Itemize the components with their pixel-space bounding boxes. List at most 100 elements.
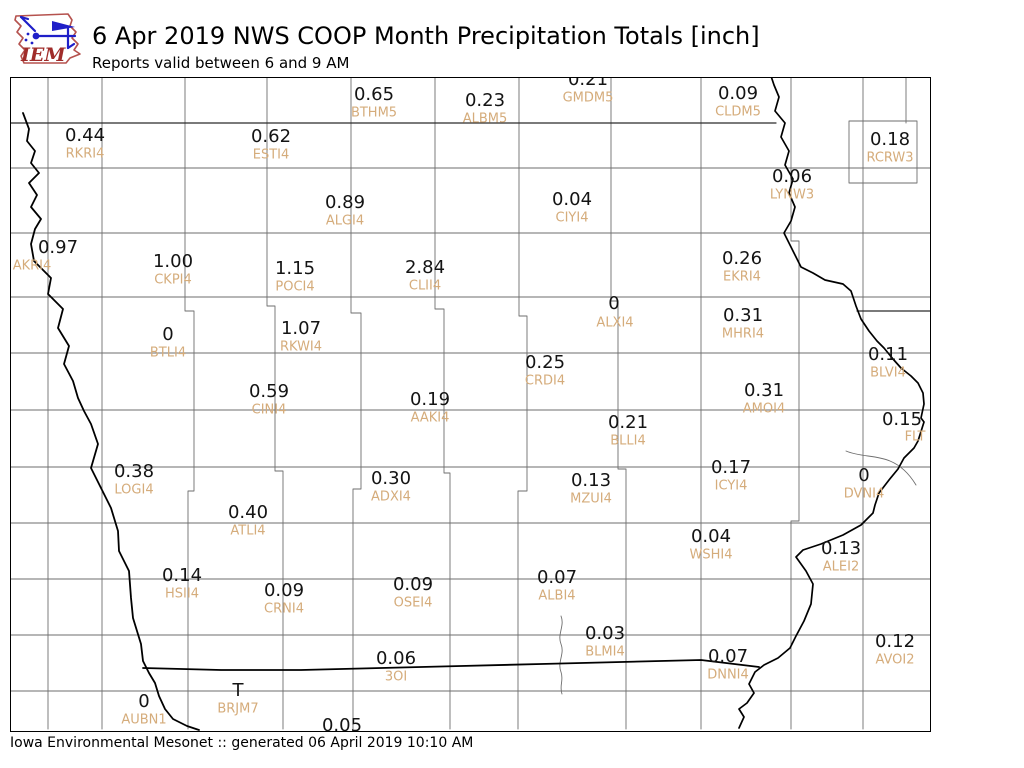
precip-value: 0.21 xyxy=(607,412,649,433)
station-id: BLVI4 xyxy=(870,365,906,381)
station-id: DVNI4 xyxy=(843,486,885,502)
station-id: BTHM5 xyxy=(350,105,398,121)
station-id: HSII4 xyxy=(165,586,199,602)
station-id: POCI4 xyxy=(275,279,315,295)
iem-logo-text: IEM xyxy=(20,44,66,66)
station-id: CIYI4 xyxy=(555,210,589,226)
county-line xyxy=(845,450,917,486)
station-id: LOGI4 xyxy=(114,482,154,498)
precip-value: 0.40 xyxy=(227,502,269,523)
weather-vane-icon xyxy=(19,15,77,50)
precip-value: 1.07 xyxy=(280,318,322,339)
precip-value: 0.31 xyxy=(722,305,764,326)
station-id: CINI4 xyxy=(251,402,287,418)
precip-value: 0.17 xyxy=(710,457,752,478)
station-id: BLLI4 xyxy=(610,433,646,449)
precip-value: 0.09 xyxy=(263,580,305,601)
precip-value: 0.44 xyxy=(64,125,106,146)
county-line xyxy=(848,120,918,184)
precip-value: 0.59 xyxy=(248,381,290,402)
missouri-river-line xyxy=(22,112,200,731)
precip-value: 0.04 xyxy=(551,189,593,210)
precip-value: 0.07 xyxy=(707,646,749,667)
precip-value: 0 xyxy=(162,324,174,345)
precip-value: 0.38 xyxy=(113,461,155,482)
station-id: ALBM5 xyxy=(462,111,508,127)
county-line xyxy=(184,78,195,730)
station-id: AVOI2 xyxy=(875,652,915,668)
station-id: RCRW3 xyxy=(866,150,914,166)
station-id: WSHI4 xyxy=(689,547,733,563)
county-line xyxy=(434,78,451,730)
station-id: CRDI4 xyxy=(524,373,566,389)
station-id: CRNI4 xyxy=(264,601,304,617)
station-id: ATLI4 xyxy=(230,523,266,539)
iem-logo: IEM xyxy=(14,13,81,66)
station-id: BRJM7 xyxy=(217,701,259,717)
precip-value: 0.09 xyxy=(392,574,434,595)
precip-value: 1.15 xyxy=(274,258,316,279)
station-id: RKWI4 xyxy=(279,339,323,355)
precip-value: 0.31 xyxy=(743,380,785,401)
station-id: ICYI4 xyxy=(714,478,748,494)
precip-value: 0.62 xyxy=(250,126,292,147)
station-id: MHRI4 xyxy=(721,326,765,342)
precip-value: 0.65 xyxy=(353,84,395,105)
station-id: CKPI4 xyxy=(154,272,192,288)
station-id: CLII4 xyxy=(408,278,442,294)
station-id: FLT xyxy=(904,429,926,445)
station-id: LYNW3 xyxy=(769,187,815,203)
precip-value: 0.14 xyxy=(161,565,203,586)
precip-value: 0.23 xyxy=(464,90,506,111)
page-title: 6 Apr 2019 NWS COOP Month Precipitation … xyxy=(92,22,760,50)
station-id: BTLI4 xyxy=(149,345,187,361)
station-id: DNNI4 xyxy=(707,667,749,683)
page-subtitle: Reports valid between 6 and 9 AM xyxy=(92,54,350,72)
precip-value: 0.05 xyxy=(321,715,363,732)
county-line xyxy=(790,78,800,730)
mississippi-river-line xyxy=(738,78,925,729)
precip-value: 0.30 xyxy=(370,468,412,489)
precip-value: 0.25 xyxy=(524,352,566,373)
precip-value: 0.15 xyxy=(881,409,923,430)
station-id: OSEI4 xyxy=(393,595,433,611)
county-line xyxy=(610,78,627,730)
county-line xyxy=(559,615,563,695)
precip-value: 0.09 xyxy=(717,83,759,104)
precip-value: 0 xyxy=(608,293,620,314)
precip-value: 0.11 xyxy=(867,344,909,365)
precip-value: 0.13 xyxy=(820,538,862,559)
precip-value: 0.21 xyxy=(567,77,609,90)
county-line xyxy=(266,78,284,730)
station-id: ALXI4 xyxy=(596,315,634,331)
precip-value: 0 xyxy=(138,691,150,712)
precip-value: 0.19 xyxy=(409,389,451,410)
precip-value: 0.97 xyxy=(37,237,79,258)
precip-value: 0.06 xyxy=(771,166,813,187)
precip-value: 0.04 xyxy=(690,526,732,547)
precip-value: 2.84 xyxy=(404,257,446,278)
precip-value: T xyxy=(232,680,244,701)
station-id: EKRI4 xyxy=(723,269,761,285)
precip-value: 0.12 xyxy=(874,631,916,652)
station-id: GMDM5 xyxy=(562,90,614,106)
station-id: MZUI4 xyxy=(570,491,612,507)
precipitation-map: 0.65 BTHM5 0.23 ALBM5 0.21 GMDM5 0.09 CLDM5 0.44… xyxy=(10,77,931,732)
precip-value: 0.07 xyxy=(536,567,578,588)
station-id: AAKI4 xyxy=(410,410,450,426)
station-id: ALGI4 xyxy=(325,213,365,229)
station-id: ADXI4 xyxy=(371,489,411,505)
precip-value: 0.13 xyxy=(570,470,612,491)
precip-value: 0.26 xyxy=(721,248,763,269)
county-and-river-lines xyxy=(11,78,930,731)
station-id: AMOI4 xyxy=(742,401,786,417)
station-id: AUBN1 xyxy=(121,712,167,728)
precip-value: 0.89 xyxy=(324,192,366,213)
precip-value: 0.06 xyxy=(375,648,417,669)
precip-value: 0.18 xyxy=(869,129,911,150)
precip-value: 1.00 xyxy=(152,251,194,272)
station-id: BLMI4 xyxy=(585,644,625,660)
precip-value: 0.03 xyxy=(584,623,626,644)
station-id: CLDM5 xyxy=(715,104,761,120)
